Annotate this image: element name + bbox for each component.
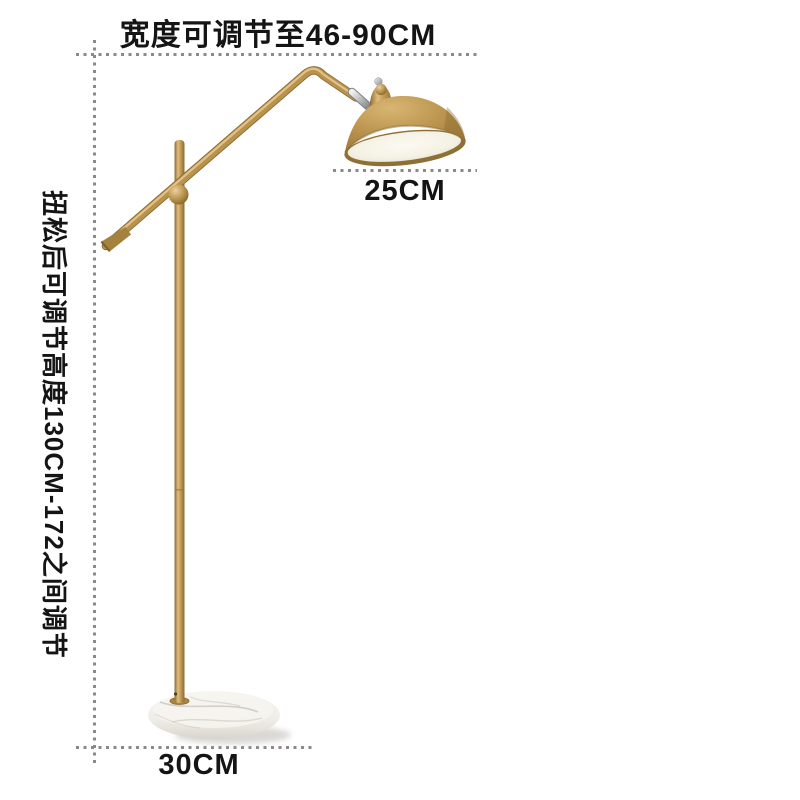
shade-dome — [345, 95, 466, 152]
width-dimension-line — [76, 53, 478, 56]
arm-counterweight-tip — [101, 227, 131, 252]
pivot-knob — [168, 184, 189, 205]
pole — [169, 140, 190, 705]
shade-width-label: 25CM — [364, 175, 446, 207]
marble-base — [148, 691, 280, 739]
shade-interior — [347, 131, 461, 162]
base-dimension-line — [76, 746, 316, 749]
width-dimension-label: 宽度可调节至46-90CM — [119, 19, 437, 52]
dome-shade — [344, 77, 467, 167]
height-dimension-line — [93, 40, 96, 767]
swivel-joint — [347, 87, 374, 112]
base-width-label: 30CM — [158, 749, 240, 781]
balance-arm — [100, 66, 361, 253]
shade-dimension-line — [333, 169, 477, 172]
